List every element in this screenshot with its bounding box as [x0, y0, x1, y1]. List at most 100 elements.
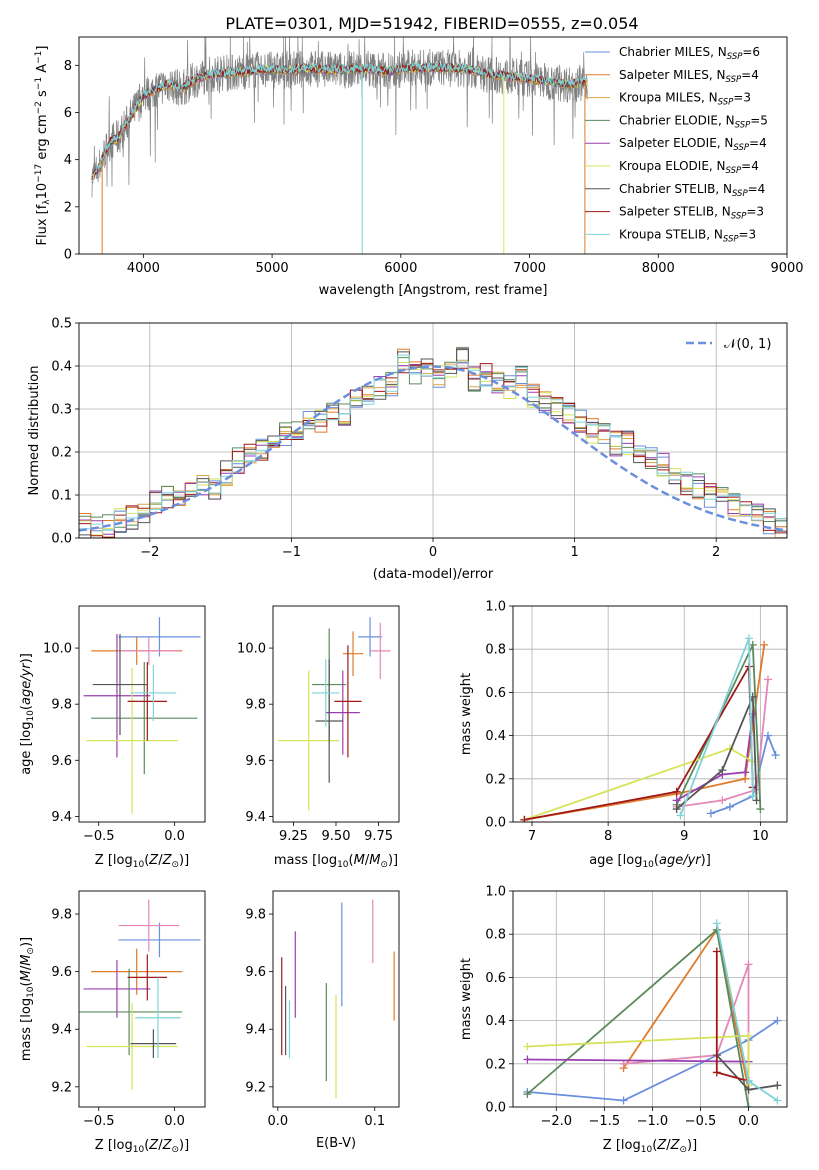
x-tick-label: 0.0 — [164, 1114, 185, 1129]
label-part: λ — [42, 199, 52, 205]
y-tick-label: 9.8 — [51, 908, 72, 923]
x-tick-label: −1.0 — [637, 1114, 669, 1129]
x-axis-label: (data-model)/error — [373, 567, 494, 582]
weight-line — [715, 923, 778, 1102]
legend-base: Kroupa ELODIE, N — [619, 159, 726, 173]
legend-entry: Salpeter STELIB, NSSP=3 — [619, 205, 764, 222]
x-axis-label: Z [log10(Z/Z⊙)] — [95, 1138, 189, 1155]
label-part: Z — [148, 1138, 159, 1153]
y-tick-label: 0.5 — [51, 317, 72, 332]
label-part: ( — [652, 1138, 657, 1153]
axes-frame — [78, 890, 206, 1108]
y-tick-label: 9.8 — [245, 698, 266, 713]
legend-base: Chabrier ELODIE, N — [619, 113, 735, 127]
y-axis-label: mass weight — [459, 958, 474, 1040]
label-part: ( — [144, 1138, 149, 1153]
label-part: Flux [f — [35, 204, 50, 245]
y-tick-label: 0.6 — [485, 686, 506, 701]
model-spectrum — [91, 62, 588, 178]
plot-area — [523, 919, 782, 1107]
x-tick-label: 2 — [712, 545, 720, 560]
y-axis-label: mass weight — [459, 673, 474, 755]
weight-line — [676, 696, 758, 810]
legend-entry: Chabrier STELIB, NSSP=4 — [619, 182, 765, 199]
label-part: s — [35, 90, 50, 101]
y-tick-label: 0.1 — [51, 489, 72, 504]
legend-sub: SSP — [727, 52, 743, 62]
label-part: ⊙ — [26, 947, 36, 955]
legend-sub: SSP — [732, 189, 748, 199]
legend-base: Kroupa STELIB, N — [619, 227, 723, 241]
label-part: log — [621, 1138, 641, 1153]
x-tick-label: 0.1 — [364, 1114, 385, 1129]
label-part: )] — [388, 853, 398, 868]
label-part: / — [666, 1138, 671, 1153]
axes-frame — [512, 605, 788, 823]
plot-area — [520, 634, 780, 822]
y-axis-label: mass [log10(M/M⊙)] — [19, 937, 36, 1061]
label-part: log — [113, 853, 133, 868]
y-tick-label: 10.0 — [43, 642, 72, 657]
legend-entry: Kroupa ELODIE, NSSP=4 — [619, 159, 759, 176]
legend-suffix: =3 — [746, 205, 764, 219]
plot-area — [281, 899, 395, 1099]
axes-frame — [78, 36, 788, 255]
weight-marker — [744, 1077, 753, 1086]
label-part: 10 — [26, 710, 36, 722]
label-part: )] — [687, 1138, 697, 1153]
weight-marker — [773, 1016, 782, 1025]
x-axis-label: age [log10(age/yr)] — [589, 853, 711, 870]
weight-line — [676, 679, 769, 808]
legend-entry: Chabrier MILES, NSSP=6 — [619, 45, 760, 62]
label-part: 10 — [35, 183, 50, 200]
label-part: log — [19, 722, 34, 742]
label-part: log — [19, 998, 34, 1018]
label-part: M — [369, 853, 380, 868]
normal-curve — [79, 365, 787, 532]
x-tick-label: 1 — [570, 545, 578, 560]
label-part: 10 — [133, 860, 145, 870]
label-part: Z [ — [603, 1138, 621, 1153]
label-part: −1 — [34, 77, 44, 90]
label-part: Z [ — [95, 1138, 113, 1153]
weight-marker — [619, 1096, 628, 1105]
label-part: Z — [670, 1138, 681, 1153]
y-tick-label: 2 — [64, 200, 72, 215]
label-part: log — [113, 1138, 133, 1153]
residuals-panel: −2 −1 0 1 2 0.0 0.1 0.2 0.3 0.4 0.5 (data-model)/er… — [27, 317, 788, 582]
x-tick-label: 7 — [528, 829, 536, 844]
y-tick-label: 9.4 — [245, 1023, 266, 1038]
x-axis-label: E(B-V) — [316, 1136, 356, 1151]
y-tick-label: 1.0 — [485, 600, 506, 615]
legend-base: Chabrier MILES, N — [619, 45, 727, 59]
x-axis-label: mass [log10(M/M⊙)] — [274, 853, 398, 870]
x-tick-label: 4000 — [127, 261, 160, 276]
y-tick-label: 0.8 — [485, 928, 506, 943]
label-part: log — [317, 853, 337, 868]
label-part: / — [19, 965, 34, 970]
plot-area — [83, 617, 201, 814]
weight-marker — [763, 675, 772, 684]
legend-base: Salpeter MILES, N — [619, 68, 726, 82]
weight-marker — [748, 640, 757, 649]
legend-entry: Chabrier ELODIE, NSSP=5 — [619, 113, 768, 130]
x-tick-label: 9.25 — [279, 829, 308, 844]
label-part: Z — [656, 1138, 667, 1153]
legend-base: Kroupa MILES, N — [619, 91, 718, 105]
y-tick-label: 9.6 — [245, 965, 266, 980]
legend-sub: SSP — [726, 75, 742, 85]
x-axis-label: wavelength [Angstrom, rest frame] — [319, 283, 548, 298]
label-part: −1 — [34, 51, 44, 64]
y-tick-label: 9.2 — [245, 1080, 266, 1095]
y-tick-label: 0.3 — [51, 403, 72, 418]
y-tick-label: 0.4 — [51, 360, 72, 375]
y-tick-label: 0.2 — [485, 772, 506, 787]
weight-marker — [672, 805, 681, 814]
label-part: age [ — [19, 741, 34, 774]
weight-marker — [744, 1085, 753, 1094]
observed-spectrum — [91, 37, 588, 198]
label-part: )] — [19, 653, 34, 663]
x-tick-label: 0.0 — [268, 1114, 289, 1129]
legend-suffix: =4 — [749, 136, 767, 150]
